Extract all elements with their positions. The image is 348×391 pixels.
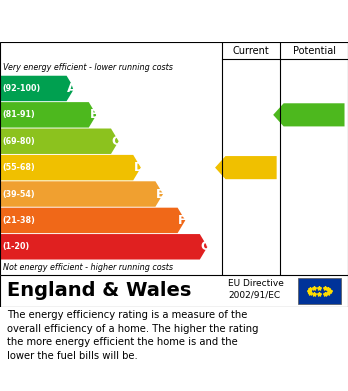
- Text: England & Wales: England & Wales: [7, 282, 191, 300]
- Text: Current: Current: [233, 46, 269, 56]
- Text: C: C: [112, 135, 121, 148]
- Text: (39-54): (39-54): [3, 190, 35, 199]
- Text: (69-80): (69-80): [3, 137, 35, 146]
- Text: D: D: [134, 161, 144, 174]
- Polygon shape: [273, 103, 345, 126]
- Text: F: F: [178, 214, 187, 227]
- Polygon shape: [0, 155, 141, 180]
- Text: Very energy efficient - lower running costs: Very energy efficient - lower running co…: [3, 63, 173, 72]
- Text: Energy Efficiency Rating: Energy Efficiency Rating: [60, 12, 288, 30]
- Bar: [298, 278, 341, 304]
- Text: (55-68): (55-68): [3, 163, 35, 172]
- Text: (1-20): (1-20): [3, 242, 30, 251]
- Text: Potential: Potential: [293, 46, 335, 56]
- Text: (21-38): (21-38): [3, 216, 35, 225]
- Text: Not energy efficient - higher running costs: Not energy efficient - higher running co…: [3, 263, 173, 272]
- Polygon shape: [0, 76, 74, 101]
- Polygon shape: [0, 208, 185, 233]
- Polygon shape: [0, 129, 119, 154]
- Text: E: E: [156, 188, 165, 201]
- Text: B: B: [89, 108, 99, 121]
- Text: (81-91): (81-91): [3, 110, 35, 119]
- Text: 88: 88: [307, 108, 324, 121]
- Text: The energy efficiency rating is a measure of the
overall efficiency of a home. T: The energy efficiency rating is a measur…: [7, 310, 259, 361]
- Text: A: A: [67, 82, 77, 95]
- Polygon shape: [0, 102, 96, 127]
- Polygon shape: [0, 181, 163, 207]
- Polygon shape: [0, 234, 207, 260]
- Text: EU Directive
2002/91/EC: EU Directive 2002/91/EC: [228, 279, 284, 300]
- Text: (92-100): (92-100): [3, 84, 41, 93]
- Polygon shape: [215, 156, 277, 179]
- Text: 62: 62: [244, 161, 261, 174]
- Text: G: G: [200, 240, 211, 253]
